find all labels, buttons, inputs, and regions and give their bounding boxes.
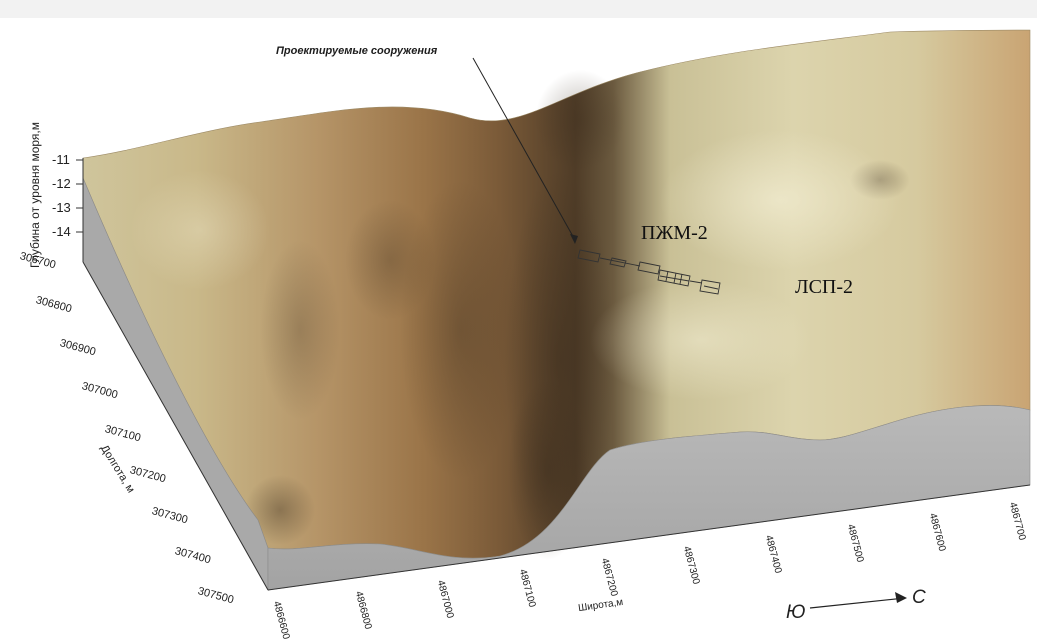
object-label-lsp2: ЛСП-2 xyxy=(795,276,854,298)
depth-tick: -13 xyxy=(52,200,71,215)
projected-structures-icon xyxy=(577,249,721,295)
depth-tick: -14 xyxy=(52,224,71,239)
top-strip xyxy=(0,0,1037,18)
object-label-pzhm2: ПЖМ-2 xyxy=(641,222,708,244)
depth-axis-title: Глубина от уровня моря,м xyxy=(28,121,43,269)
depth-tick: -11 xyxy=(52,152,70,167)
direction-to-label: С xyxy=(912,587,926,608)
depth-tick: -12 xyxy=(52,176,71,191)
direction-from-label: Ю xyxy=(786,602,806,623)
block-front-face xyxy=(267,405,1031,591)
block-left-face xyxy=(82,177,269,592)
projected-structures-label: Проектируемые сооружения xyxy=(276,45,438,57)
